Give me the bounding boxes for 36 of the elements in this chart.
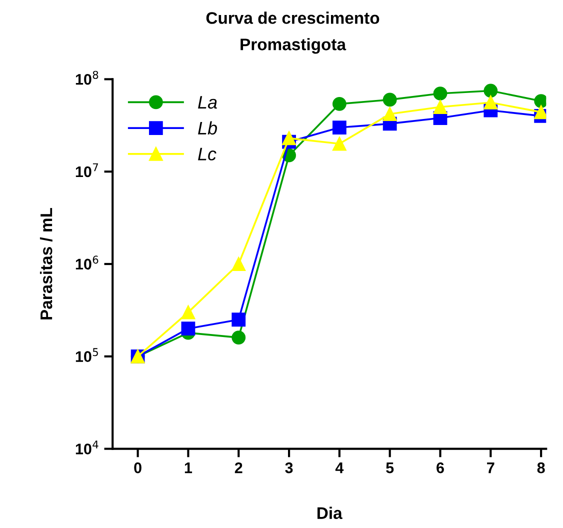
y-axis-title: Parasitas / mL xyxy=(40,208,52,320)
point xyxy=(232,330,246,344)
x-tick-label: 8 xyxy=(537,462,545,474)
point xyxy=(382,92,397,107)
legend-label: Lc xyxy=(198,148,216,160)
legend-label: La xyxy=(198,96,217,109)
point xyxy=(382,107,397,121)
point xyxy=(181,305,196,320)
point xyxy=(433,100,448,114)
point xyxy=(232,257,246,271)
chart-title: Curva de crescimento xyxy=(206,12,380,24)
y-tick-label: 10$^{7}$ xyxy=(76,163,98,178)
point xyxy=(484,96,498,110)
x-tick-label: 6 xyxy=(436,462,444,474)
y-tick-label: 10$^{8}$ xyxy=(76,70,98,85)
x-tick-label: 3 xyxy=(285,462,293,474)
point xyxy=(232,312,246,327)
chart-subtitle: Promastigota xyxy=(240,38,346,54)
x-tick-label: 4 xyxy=(335,462,344,474)
y-tick-label: 10$^{6}$ xyxy=(76,256,98,270)
y-tick-label: 10$^{5}$ xyxy=(76,348,98,362)
y-tick-label: 10$^{4}$ xyxy=(76,440,98,454)
point xyxy=(282,131,296,146)
x-tick-label: 5 xyxy=(386,462,394,474)
point xyxy=(484,84,498,98)
x-axis-title: Dia xyxy=(318,506,342,520)
point xyxy=(433,86,448,100)
x-tick-label: 1 xyxy=(184,462,192,474)
point xyxy=(332,96,346,111)
point xyxy=(332,136,346,151)
point xyxy=(181,322,196,336)
legend-label: Lb xyxy=(198,121,217,135)
point xyxy=(332,120,346,134)
x-tick-label: 7 xyxy=(487,462,494,474)
x-tick-label: 0 xyxy=(134,462,142,474)
x-tick-label: 2 xyxy=(234,462,242,474)
